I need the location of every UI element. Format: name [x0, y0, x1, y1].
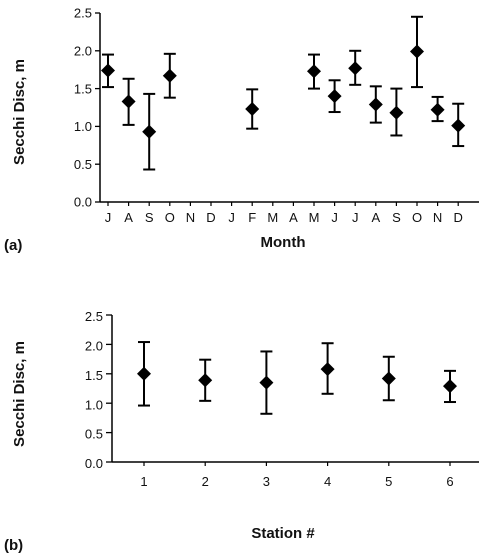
y-tick-label: 0.0 — [85, 456, 103, 471]
x-ticks: 1 2 3 4 5 6 — [140, 462, 454, 489]
y-tick-label: 0.5 — [74, 157, 92, 172]
x-tick-label: J — [331, 210, 338, 225]
data-point-marker — [451, 118, 466, 133]
data-point-marker — [389, 105, 404, 120]
y-tick-label: 1.5 — [74, 81, 92, 96]
x-tick-label: M — [309, 210, 320, 225]
y-ticks: 0.0 0.5 1.0 1.5 2.0 2.5 — [85, 309, 112, 471]
x-tick-label: J — [352, 210, 359, 225]
y-tick-label: 0.5 — [85, 427, 103, 442]
x-tick-label: N — [433, 210, 442, 225]
y-tick-label: 1.5 — [85, 368, 103, 383]
x-tick-label: 4 — [324, 474, 331, 489]
data-point-group — [451, 102, 466, 148]
x-tick-label: 6 — [446, 474, 453, 489]
y-tick-label: 2.5 — [74, 6, 92, 21]
data-point-group — [410, 15, 424, 89]
data-points — [101, 15, 466, 171]
y-axis-label: Secchi Disc, m — [11, 59, 28, 165]
data-point-group — [137, 341, 151, 407]
data-point-marker — [348, 61, 363, 76]
x-tick-label: 1 — [140, 474, 147, 489]
data-point-marker — [307, 64, 321, 79]
data-point-group — [327, 79, 342, 114]
data-point-group — [381, 355, 396, 402]
x-tick-label: N — [186, 210, 195, 225]
y-tick-label: 2.5 — [85, 309, 103, 324]
data-point-marker — [443, 379, 457, 394]
data-point-group — [368, 85, 383, 124]
y-tick-label: 0.0 — [74, 195, 92, 210]
x-tick-label: S — [392, 210, 401, 225]
x-tick-label: J — [105, 210, 112, 225]
data-point-marker — [430, 102, 445, 117]
data-point-group — [162, 52, 177, 99]
data-point-marker — [121, 94, 136, 109]
data-point-group — [307, 53, 321, 90]
data-point-group — [348, 49, 363, 86]
y-tick-label: 1.0 — [85, 397, 103, 412]
data-point-marker — [381, 371, 396, 386]
y-tick-label: 1.0 — [74, 119, 92, 134]
data-point-group — [259, 350, 274, 415]
data-point-group — [121, 77, 136, 126]
data-point-group — [101, 53, 115, 89]
x-tick-label: O — [412, 210, 422, 225]
data-point-marker — [368, 97, 383, 112]
panel-label: (a) — [4, 237, 22, 254]
data-point-group — [245, 88, 260, 130]
data-point-marker — [198, 373, 213, 388]
panel-b: 0.0 0.5 1.0 1.5 2.0 2.5 1 2 3 4 5 6 Secchi Disc, m… — [4, 309, 479, 554]
panel-label: (b) — [4, 537, 23, 554]
x-tick-label: S — [145, 210, 154, 225]
x-tick-label: 3 — [263, 474, 270, 489]
y-tick-label: 2.0 — [85, 339, 103, 354]
x-tick-label: J — [228, 210, 235, 225]
x-tick-label: A — [289, 210, 298, 225]
x-tick-label: D — [454, 210, 463, 225]
data-points — [137, 341, 457, 415]
y-axis-label: Secchi Disc, m — [11, 341, 28, 447]
x-axis-label: Month — [261, 234, 306, 251]
data-point-marker — [137, 366, 151, 381]
data-point-group — [142, 92, 157, 171]
x-tick-label: F — [248, 210, 256, 225]
data-point-group — [320, 342, 335, 395]
x-tick-label: D — [206, 210, 215, 225]
x-tick-label: O — [165, 210, 175, 225]
data-point-marker — [101, 63, 115, 78]
data-point-group — [443, 369, 457, 404]
x-tick-label: A — [124, 210, 133, 225]
data-point-marker — [245, 102, 260, 117]
data-point-marker — [162, 68, 177, 83]
x-tick-label: A — [371, 210, 380, 225]
data-point-marker — [327, 89, 342, 104]
y-tick-label: 2.0 — [74, 43, 92, 58]
data-point-marker — [142, 124, 157, 139]
y-ticks: 0.0 0.5 1.0 1.5 2.0 2.5 — [74, 6, 100, 210]
x-axis-label: Station # — [251, 525, 315, 542]
x-tick-label: 5 — [385, 474, 392, 489]
data-point-marker — [320, 362, 335, 377]
data-point-group — [430, 95, 445, 123]
data-point-group — [198, 358, 213, 402]
data-point-marker — [410, 44, 424, 59]
x-tick-label: 2 — [202, 474, 209, 489]
data-point-marker — [259, 375, 274, 390]
x-tick-label: M — [267, 210, 278, 225]
data-point-group — [389, 87, 404, 137]
